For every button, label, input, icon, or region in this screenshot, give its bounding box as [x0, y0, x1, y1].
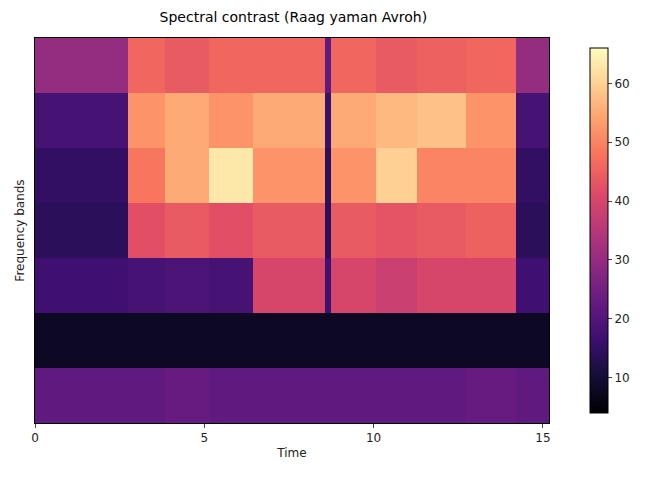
svg-text:Frequency bands: Frequency bands	[13, 179, 27, 281]
svg-text:10: 10	[614, 371, 629, 385]
svg-text:5: 5	[200, 431, 208, 445]
svg-text:40: 40	[614, 194, 629, 208]
svg-text:30: 30	[614, 253, 629, 267]
svg-text:Spectral contrast (Raag yaman: Spectral contrast (Raag yaman Avroh)	[160, 9, 428, 25]
svg-text:60: 60	[614, 77, 629, 91]
svg-text:Time: Time	[276, 446, 306, 460]
svg-text:50: 50	[614, 135, 629, 149]
svg-text:15: 15	[535, 431, 550, 445]
svg-text:20: 20	[614, 312, 629, 326]
svg-text:10: 10	[366, 431, 381, 445]
svg-text:0: 0	[31, 431, 39, 445]
